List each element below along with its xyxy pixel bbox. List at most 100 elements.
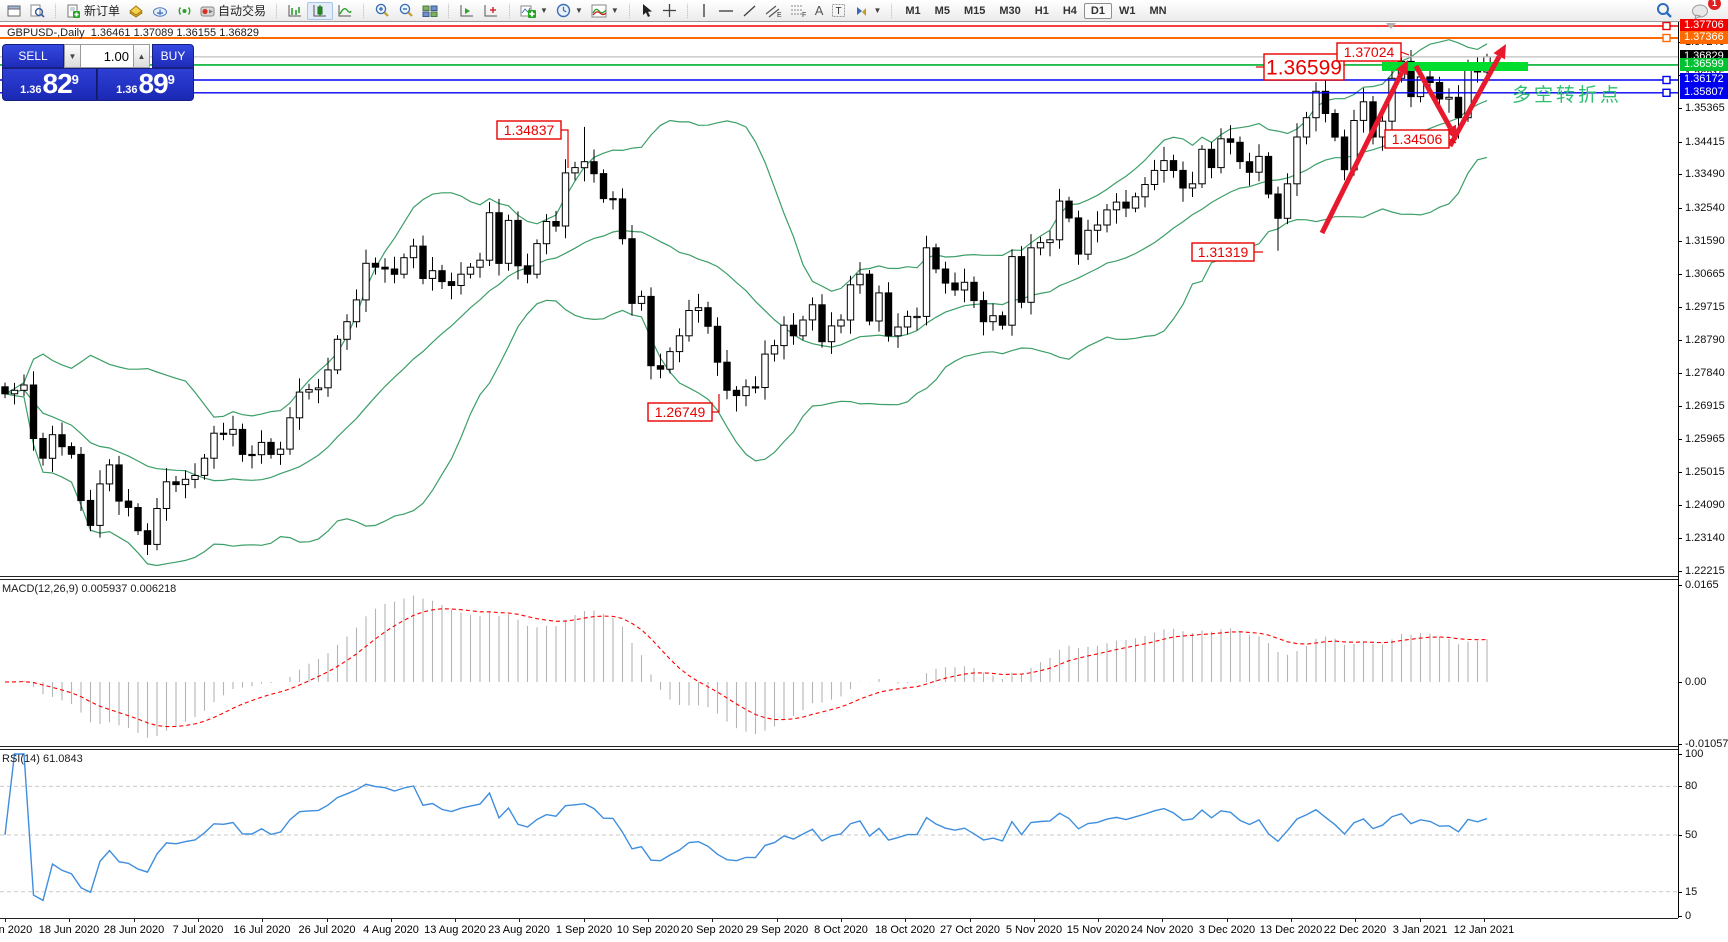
zoom-out-icon[interactable]: [394, 2, 418, 19]
print-preview-icon[interactable]: [26, 3, 49, 19]
volume-down-stepper[interactable]: ▼: [64, 44, 81, 68]
text-tool-icon[interactable]: A: [814, 3, 824, 18]
buy-button[interactable]: BUY: [152, 44, 194, 68]
ohlc-readout: 1.36461 1.37089 1.36155 1.36829: [90, 27, 259, 39]
trend-arrow: [1319, 71, 1405, 235]
macd-signal-line: [4, 608, 1488, 728]
price-annotation-box: [647, 402, 713, 422]
new-order-icon: [67, 4, 80, 18]
timeframe-D1[interactable]: D1: [1083, 2, 1112, 19]
tile-windows-icon[interactable]: [418, 3, 442, 19]
timeframe-MN[interactable]: MN: [1149, 4, 1167, 17]
price-annotation-text: 1.36599: [1266, 57, 1342, 80]
time-label: 7 Jul 2020: [172, 924, 224, 936]
time-label: 16 Jul 2020: [233, 924, 291, 936]
price-tick: 1.23140: [1679, 532, 1728, 544]
chart-shift-icon[interactable]: [479, 3, 503, 19]
volume-input[interactable]: [81, 44, 133, 68]
timeframe-H4[interactable]: H4: [1062, 4, 1077, 17]
chart-window-icon[interactable]: [3, 3, 26, 19]
rsi-panel[interactable]: RSI(14) 61.0843: [0, 750, 1678, 916]
price-tick: 1.32540: [1679, 202, 1728, 214]
arrows-tool-icon[interactable]: ▼: [850, 3, 885, 19]
bollinger-band: [4, 39, 1488, 418]
bar-chart-type-icon[interactable]: [283, 3, 307, 19]
note-text: 多空转折点: [1512, 84, 1622, 106]
toolbar: 新订单 自动交易 ▼ ▼ ▼ E F: [0, 0, 1728, 22]
price-annotation-box: [496, 120, 562, 140]
new-order-button[interactable]: 新订单: [62, 1, 124, 20]
sell-price-pip: 9: [71, 72, 79, 87]
price-axis[interactable]: 1.372401.363151.353651.344151.334901.325…: [1678, 19, 1728, 922]
channel-tool-icon[interactable]: E: [761, 2, 786, 19]
event-marker: [1386, 23, 1396, 29]
bollinger-band: [4, 156, 1488, 567]
price-tick: 1.31590: [1679, 235, 1728, 247]
autotrade-label: 自动交易: [218, 4, 267, 18]
svg-text:F: F: [802, 12, 806, 18]
trend-arrow: [1413, 64, 1453, 129]
price-tag: 1.37366: [1680, 31, 1728, 44]
symbol-period: GBPUSD-,Daily: [7, 27, 85, 39]
timeframe-M1[interactable]: M1: [905, 4, 921, 17]
macd-axis-tick: 0.0165: [1679, 579, 1728, 591]
periods-button[interactable]: ▼: [552, 2, 587, 19]
price-tag: 1.35807: [1680, 86, 1728, 99]
main-chart[interactable]: 1.34837 1.26749 1.31319 1.36599 1.37024 1.345…: [0, 22, 1678, 576]
sell-button[interactable]: SELL: [2, 44, 64, 68]
rsi-axis-tick: 100: [1679, 748, 1728, 760]
price-tag: 1.36172: [1680, 73, 1728, 86]
price-tick: 1.33490: [1679, 168, 1728, 180]
notifications-icon[interactable]: 1: [1687, 0, 1721, 20]
panel-separator-1[interactable]: [0, 576, 1678, 580]
bollinger-band: [4, 100, 1488, 482]
volume-up-stepper[interactable]: ▲: [133, 44, 150, 68]
panel-separator-2[interactable]: [0, 746, 1678, 750]
new-order-label: 新订单: [84, 4, 121, 18]
candlestick-type-icon[interactable]: [307, 1, 334, 20]
timeframe-M30[interactable]: M30: [999, 4, 1021, 17]
auto-scroll-icon[interactable]: [455, 3, 479, 19]
autotrade-button[interactable]: 自动交易: [196, 1, 270, 20]
publish-cloud-icon[interactable]: [148, 3, 173, 19]
templates-icon: [591, 4, 607, 17]
time-label: 3 Jan 2021: [1392, 924, 1448, 936]
fibonacci-tool-icon[interactable]: F: [786, 2, 811, 19]
price-tick: 1.25015: [1679, 466, 1728, 478]
timeframe-M15[interactable]: M15: [963, 4, 986, 17]
crosshair-icon[interactable]: [658, 2, 681, 19]
trend-arrow: [1447, 55, 1502, 148]
time-label: 15 Nov 2020: [1066, 924, 1130, 936]
buy-price[interactable]: 1.36 89 9: [97, 68, 194, 101]
indicators-button[interactable]: ▼: [516, 3, 552, 19]
line-chart-type-icon[interactable]: [333, 3, 357, 19]
label-tool-icon[interactable]: T: [827, 2, 850, 19]
time-label: 24 Nov 2020: [1130, 924, 1194, 936]
vertical-line-tool-icon[interactable]: [694, 2, 714, 19]
zoom-in-icon[interactable]: [370, 2, 394, 19]
time-label: 13 Dec 2020: [1259, 924, 1323, 936]
sell-price[interactable]: 1.36 82 9: [2, 68, 97, 101]
signals-icon[interactable]: [173, 3, 196, 19]
macd-panel[interactable]: MACD(12,26,9) 0.005937 0.006218: [0, 580, 1678, 746]
macd-label: MACD(12,26,9) 0.005937 0.006218: [2, 583, 177, 595]
horizontal-line-tool-icon[interactable]: [714, 3, 738, 19]
timeframe-M5[interactable]: M5: [934, 4, 950, 17]
price-tick: 1.25965: [1679, 433, 1728, 445]
rsi-label: RSI(14) 61.0843: [2, 753, 83, 765]
templates-button[interactable]: ▼: [587, 3, 623, 19]
search-icon[interactable]: [1651, 1, 1677, 20]
trendline-tool-icon[interactable]: [738, 3, 761, 19]
cursor-icon[interactable]: [636, 2, 658, 19]
time-label: 8 Jun 2020: [0, 924, 33, 936]
price-annotation-box: [1384, 129, 1450, 149]
timeframe-group: M1 M5 M15 M30 H1 H4 D1 W1 MN: [895, 0, 1176, 21]
market-depth-icon[interactable]: [124, 3, 148, 19]
timeframe-W1[interactable]: W1: [1118, 4, 1136, 17]
time-label: 13 Aug 2020: [424, 924, 486, 936]
price-annotation-box: [1263, 53, 1345, 81]
timeframe-H1[interactable]: H1: [1034, 4, 1049, 17]
price-tag: 1.36599: [1680, 58, 1728, 71]
